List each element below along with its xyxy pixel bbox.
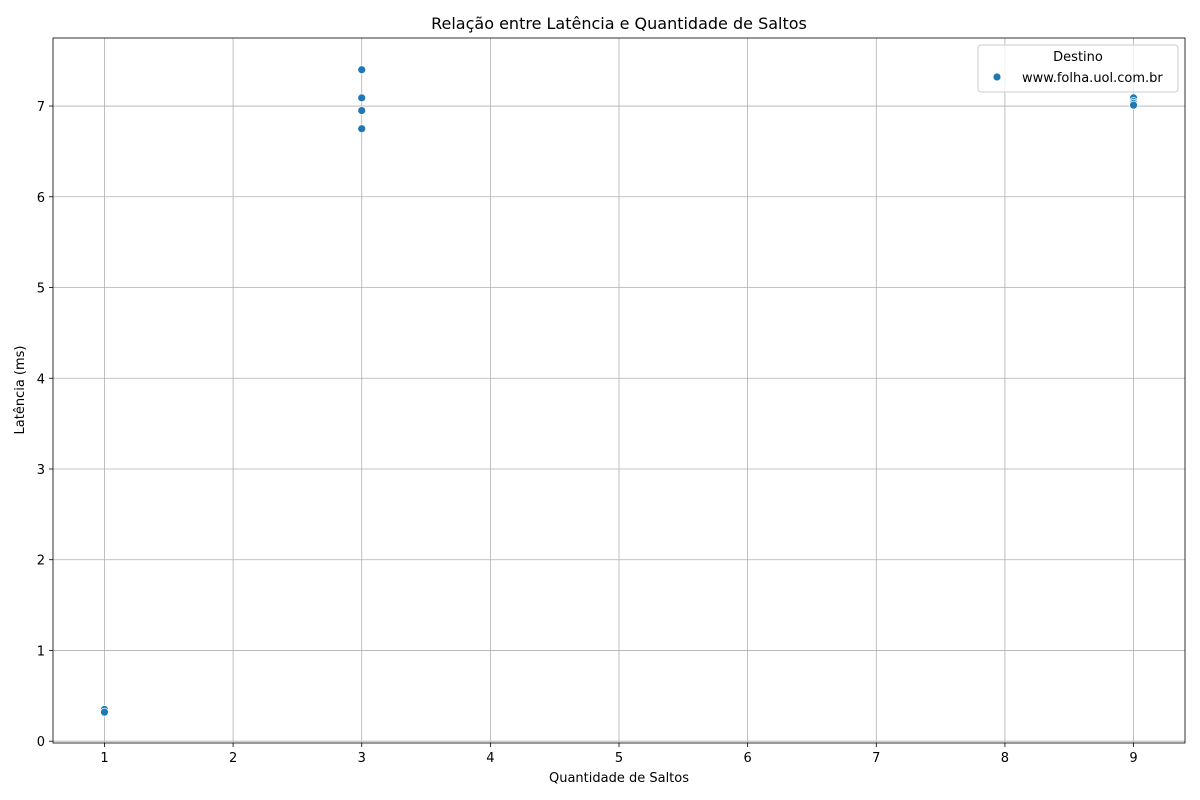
legend-title: Destino: [1053, 50, 1103, 65]
x-tick-label: 9: [1129, 751, 1137, 766]
x-axis-label: Quantidade de Saltos: [549, 771, 689, 786]
x-tick-label: 3: [358, 751, 366, 766]
legend: Destino www.folha.uol.com.br: [977, 44, 1179, 93]
x-tick-label: 5: [615, 751, 623, 766]
x-tick-label: 4: [486, 751, 494, 766]
x-tick-label: 1: [100, 751, 108, 766]
grid-lines: [53, 38, 1185, 743]
x-tick-label: 2: [229, 751, 237, 766]
x-tick-label: 6: [743, 751, 751, 766]
data-point: [1129, 100, 1138, 110]
axis-ticks: 1 2 3 4 5 6 7 8 9 0 1 2 3 4 5 6 7: [37, 100, 1138, 766]
data-point: [357, 93, 367, 103]
data-point: [357, 124, 367, 134]
chart-title: Relação entre Latência e Quantidade de S…: [431, 14, 807, 33]
legend-box: [977, 44, 1179, 93]
y-tick-label: 5: [37, 282, 45, 297]
data-points: [100, 65, 1138, 717]
y-tick-label: 3: [37, 463, 45, 478]
x-tick-label: 8: [1001, 751, 1009, 766]
data-point: [357, 106, 367, 115]
data-point: [357, 65, 367, 75]
data-point: [100, 707, 109, 717]
y-tick-label: 7: [37, 100, 45, 115]
y-tick-label: 2: [37, 554, 45, 569]
y-tick-label: 6: [37, 191, 45, 206]
y-axis-label: Latência (ms): [13, 346, 28, 435]
x-tick-label: 7: [872, 751, 880, 766]
legend-marker: [992, 72, 1002, 82]
legend-entry-label: www.folha.uol.com.br: [1022, 71, 1163, 86]
y-tick-label: 1: [37, 644, 45, 659]
y-tick-label: 0: [37, 735, 45, 750]
y-tick-label: 4: [37, 372, 45, 387]
